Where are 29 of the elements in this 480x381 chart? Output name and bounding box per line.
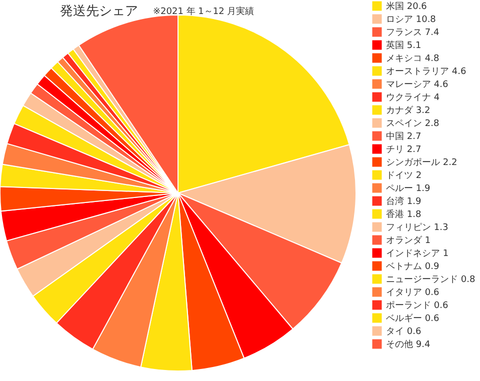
legend-label: その他 9.4 bbox=[386, 339, 430, 350]
legend-label: 台湾 1.9 bbox=[386, 196, 422, 207]
legend-label: ニュージーランド 0.8 bbox=[386, 275, 476, 285]
legend-label: ペルー 1.9 bbox=[386, 184, 430, 194]
legend-label: シンガポール 2.2 bbox=[386, 158, 458, 168]
legend-label: マレーシア 4.6 bbox=[386, 80, 448, 90]
legend-label: オーストラリア 4.6 bbox=[386, 67, 466, 77]
legend-label: 英国 5.1 bbox=[386, 40, 422, 51]
legend-label: タイ 0.6 bbox=[386, 327, 422, 337]
legend-label: イタリア 0.6 bbox=[386, 288, 440, 298]
legend-label: メキシコ 4.8 bbox=[386, 54, 440, 64]
text: ※2021 年 1～12 月実績 bbox=[153, 6, 254, 17]
legend-label: 中国 2.7 bbox=[386, 131, 422, 142]
legend-label: ロシア 10.8 bbox=[386, 15, 436, 25]
legend-label: フィリピン 1.3 bbox=[386, 222, 448, 233]
legend-label: ウクライナ 4 bbox=[386, 93, 440, 103]
legend-label: ドイツ 2 bbox=[386, 171, 422, 181]
legend-label: ベトナム 0.9 bbox=[386, 262, 440, 272]
legend-label: 香港 1.8 bbox=[386, 209, 422, 220]
legend-label: フランス 7.4 bbox=[386, 28, 440, 38]
legend-label: スペイン 2.8 bbox=[386, 119, 440, 129]
legend-label: オランダ 1 bbox=[386, 235, 431, 246]
chart-title: 発送先シェア bbox=[60, 4, 138, 19]
legend-label: カナダ 3.2 bbox=[386, 105, 430, 116]
legend-label: ベルギー 0.6 bbox=[386, 313, 440, 324]
legend-label: 米国 20.6 bbox=[386, 1, 428, 12]
legend-label: ポーランド 0.6 bbox=[386, 301, 448, 311]
legend-label: インドネシア 1 bbox=[386, 249, 449, 259]
legend-label: チリ 2.7 bbox=[386, 145, 422, 155]
